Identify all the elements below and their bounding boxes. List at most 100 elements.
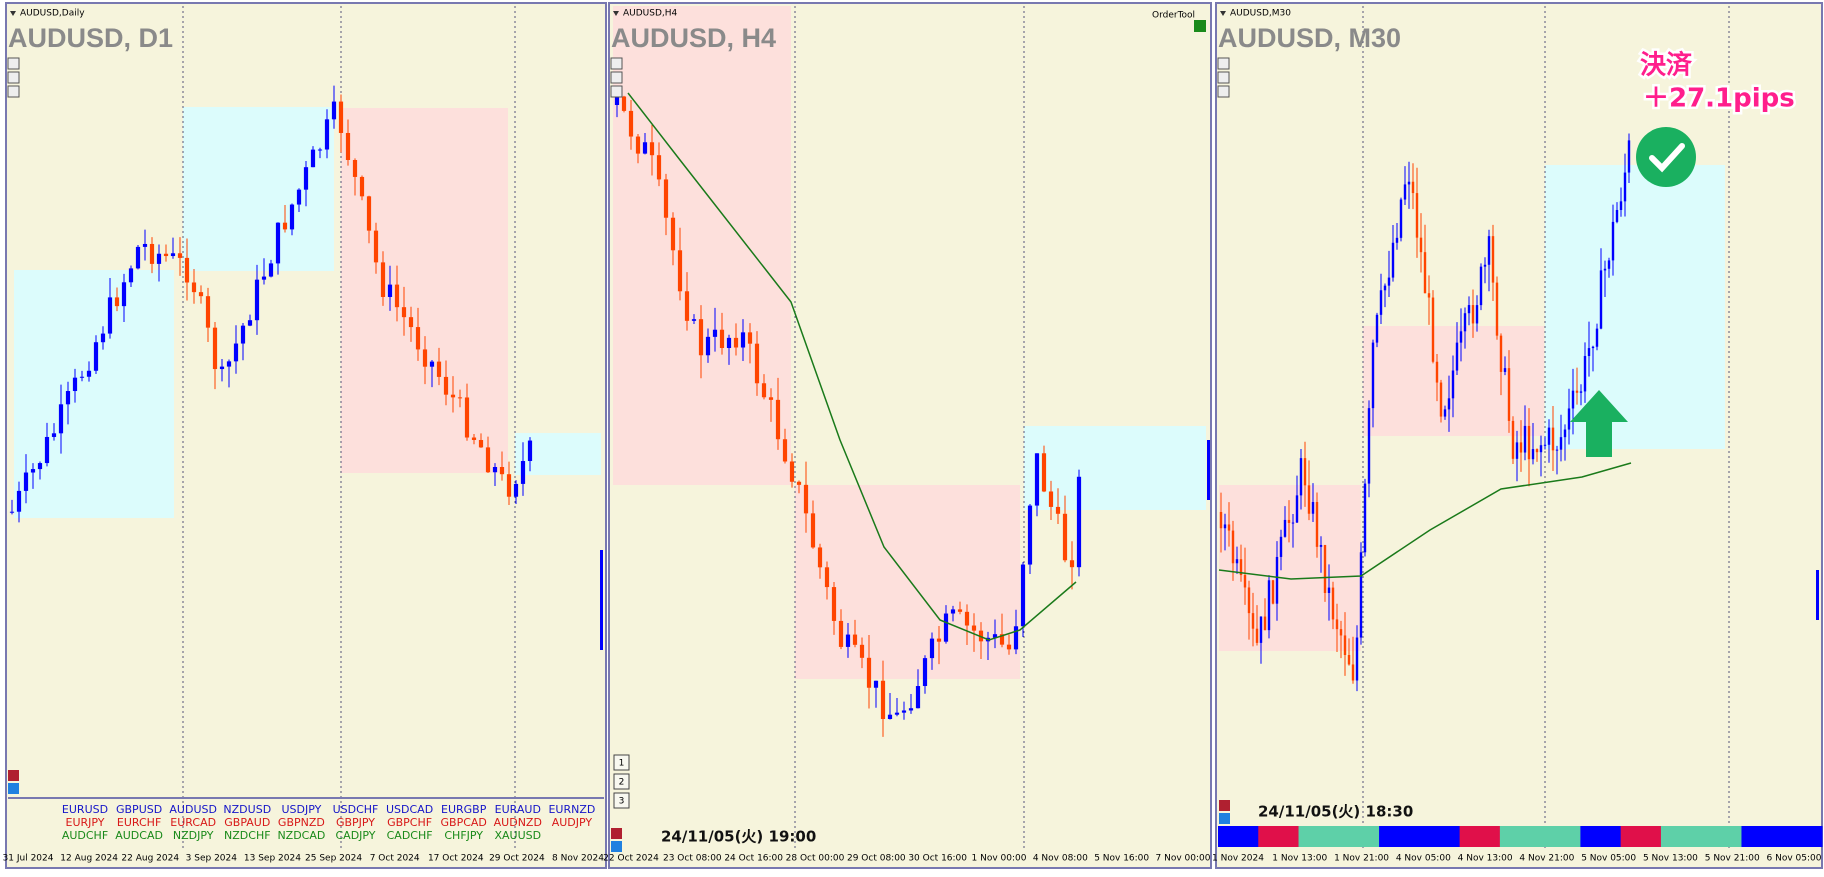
candle: [1511, 420, 1515, 459]
symbol-link[interactable]: CHFJPY: [444, 829, 483, 842]
window-title: AUDUSD,Daily: [20, 9, 85, 19]
scale-button[interactable]: [610, 57, 623, 70]
x-axis-label: 5 Nov 21:00: [1705, 854, 1760, 864]
check-icon: [1636, 127, 1696, 187]
symbol-link[interactable]: USDCHF: [333, 803, 379, 816]
symbol-link[interactable]: NZDUSD: [223, 803, 271, 816]
candle: [1567, 408, 1571, 430]
x-axis-label: 13 Sep 2024: [244, 854, 301, 864]
symbol-link[interactable]: EURAUD: [495, 803, 541, 816]
close-button[interactable]: [611, 841, 622, 852]
scale-button[interactable]: [1217, 71, 1230, 84]
symbol-link[interactable]: EURJPY: [66, 816, 105, 829]
scale-button[interactable]: [7, 85, 20, 98]
candle: [1219, 512, 1223, 529]
x-axis-label: 22 Oct 2024: [603, 854, 659, 864]
symbol-link[interactable]: AUDUSD: [169, 803, 217, 816]
candle: [915, 686, 921, 709]
candle: [205, 296, 211, 328]
candle: [1587, 348, 1591, 357]
zone-box: [795, 485, 1020, 679]
symbol-link[interactable]: AUDCAD: [115, 829, 163, 842]
x-axis-label: 5 Nov 13:00: [1643, 854, 1698, 864]
close-button[interactable]: [611, 828, 622, 839]
symbol-link[interactable]: NZDCAD: [277, 829, 325, 842]
symbol-link[interactable]: USDJPY: [281, 803, 321, 816]
candle: [1279, 536, 1283, 557]
scale-button[interactable]: [7, 71, 20, 84]
candle: [1407, 181, 1411, 185]
candle: [1034, 453, 1040, 506]
candle: [1291, 522, 1295, 524]
candle: [121, 282, 127, 307]
symbol-link[interactable]: GBPCAD: [441, 816, 487, 829]
candle: [1387, 277, 1391, 286]
symbol-link[interactable]: AUDJPY: [552, 816, 593, 829]
symbol-link[interactable]: XAUUSD: [494, 829, 541, 842]
candle: [1415, 193, 1419, 238]
candle: [1251, 613, 1255, 629]
candle: [1363, 483, 1367, 553]
close-button[interactable]: [8, 770, 19, 781]
x-axis-label: 1 Nov 00:00: [972, 854, 1027, 864]
candle: [1591, 346, 1595, 349]
symbol-link[interactable]: GBPCHF: [387, 816, 432, 829]
candle: [1227, 524, 1231, 531]
chart-button[interactable]: [613, 754, 630, 771]
symbol-link[interactable]: GBPNZD: [278, 816, 325, 829]
chart-button[interactable]: [613, 792, 630, 809]
x-axis-label: 5 Nov 16:00: [1094, 854, 1149, 864]
x-axis-label: 7 Oct 2024: [370, 854, 420, 864]
x-axis-label: 28 Oct 00:00: [786, 854, 845, 864]
candle: [107, 297, 113, 334]
symbol-link[interactable]: NZDCHF: [224, 829, 271, 842]
candle: [1547, 427, 1551, 445]
symbol-link[interactable]: GBPJPY: [336, 816, 375, 829]
candle: [485, 447, 491, 473]
candle: [1443, 409, 1447, 417]
symbol-link[interactable]: CADJPY: [335, 829, 375, 842]
candle: [1027, 505, 1033, 565]
scale-button[interactable]: [610, 71, 623, 84]
close-button[interactable]: [1219, 800, 1230, 811]
candle: [471, 437, 477, 440]
tool-icon[interactable]: [1194, 20, 1206, 32]
candle: [1299, 458, 1303, 496]
symbol-link[interactable]: USDCAD: [386, 803, 433, 816]
candle: [1447, 398, 1451, 410]
symbol-link[interactable]: NZDJPY: [173, 829, 214, 842]
candle: [79, 376, 85, 378]
candle: [740, 332, 746, 348]
candle: [1411, 181, 1415, 194]
scale-button[interactable]: [7, 57, 20, 70]
signal-bar: [1781, 826, 1823, 847]
symbol-link[interactable]: AUDNZD: [494, 816, 542, 829]
symbol-link[interactable]: GBPAUD: [224, 816, 270, 829]
symbol-link[interactable]: EURCHF: [117, 816, 161, 829]
scale-button[interactable]: [1217, 57, 1230, 70]
scale-button[interactable]: [610, 85, 623, 98]
candle: [852, 634, 858, 645]
symbol-link[interactable]: GBPUSD: [116, 803, 162, 816]
symbol-link[interactable]: AUDCHF: [62, 829, 108, 842]
close-button[interactable]: [8, 783, 19, 794]
symbol-link[interactable]: EURGBP: [441, 803, 487, 816]
chart-button[interactable]: [613, 773, 630, 790]
candle: [894, 712, 900, 715]
symbol-link[interactable]: CADCHF: [387, 829, 433, 842]
candle: [1439, 382, 1443, 417]
symbol-link[interactable]: EURUSD: [62, 803, 108, 816]
candle: [691, 319, 697, 321]
symbol-link[interactable]: EURNZD: [548, 803, 595, 816]
candle: [789, 461, 795, 482]
zone-box: [183, 107, 334, 271]
moving-average: [627, 92, 1077, 641]
symbol-link[interactable]: EURCAD: [170, 816, 216, 829]
signal-bar: [1379, 826, 1420, 847]
scale-button[interactable]: [1217, 85, 1230, 98]
candle: [838, 620, 844, 647]
candle: [943, 613, 949, 642]
candle: [971, 625, 977, 631]
close-button[interactable]: [1219, 813, 1230, 824]
candle: [93, 342, 99, 371]
